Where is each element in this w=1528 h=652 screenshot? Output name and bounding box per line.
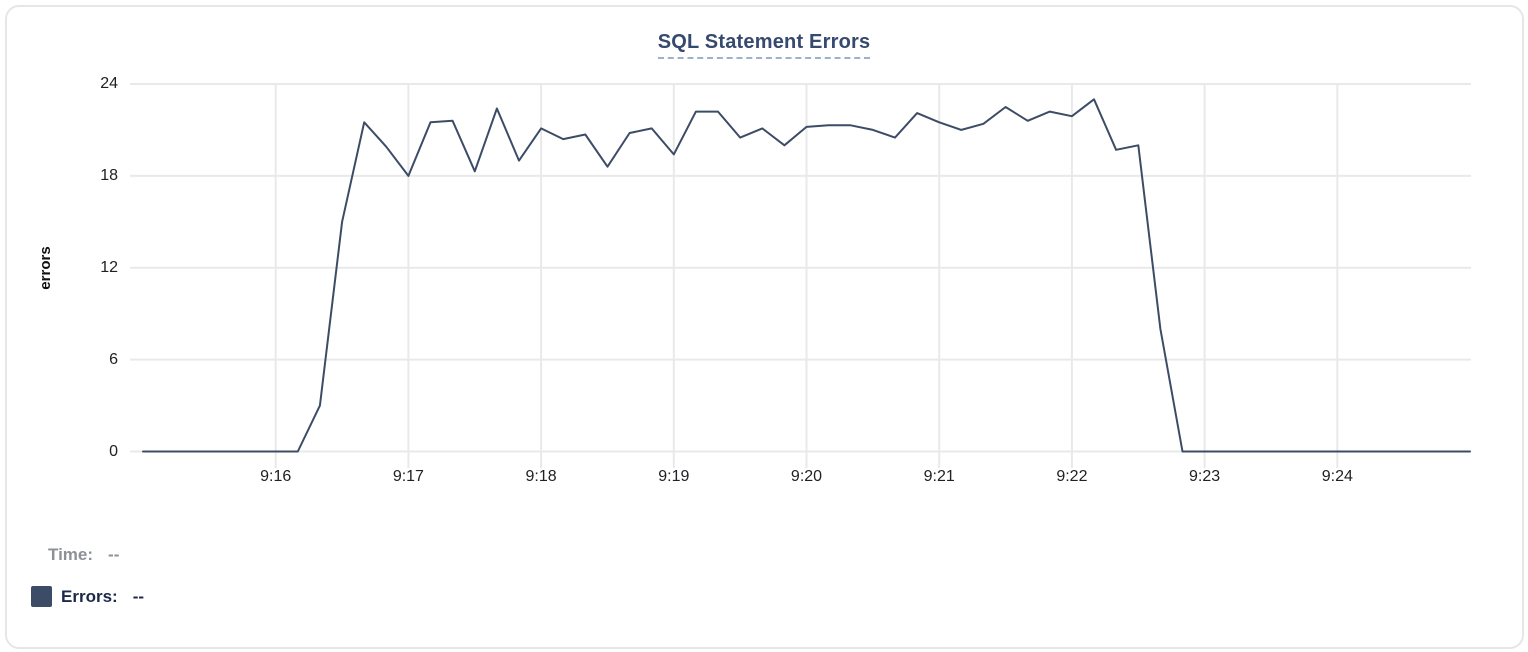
chart-header: SQL Statement Errors	[0, 31, 1528, 59]
y-tick-label: 18	[100, 166, 118, 184]
chart-card	[5, 5, 1524, 649]
x-tick-label: 9:20	[790, 468, 823, 485]
y-axis-title: errors	[37, 246, 54, 290]
x-tick-label: 9:24	[1321, 468, 1353, 485]
x-tick-label: 9:19	[658, 468, 690, 485]
plot-area[interactable]	[0, 0, 1528, 500]
legend-time-value: --	[108, 545, 120, 564]
legend-row-time: Time: --	[48, 545, 119, 565]
y-tick-label: 24	[100, 75, 118, 92]
y-tick-label: 6	[109, 350, 118, 368]
legend-row-errors: Errors: --	[31, 586, 144, 607]
series-line-errors	[142, 98, 1471, 453]
x-tick-label: 9:17	[392, 468, 424, 485]
legend-errors-label: Errors:	[61, 586, 118, 606]
legend-time-label: Time:	[48, 545, 94, 564]
x-tick-label: 9:22	[1056, 468, 1088, 485]
y-tick-label: 12	[100, 258, 118, 276]
chart-title[interactable]: SQL Statement Errors	[657, 31, 871, 59]
legend-errors-value: --	[132, 586, 145, 606]
x-tick-label: 9:16	[260, 468, 292, 485]
y-tick-label: 0	[109, 442, 118, 460]
x-tick-label: 9:18	[525, 468, 557, 485]
x-tick-label: 9:21	[923, 468, 955, 485]
errors-series-swatch	[31, 586, 52, 607]
x-tick-label: 9:23	[1189, 468, 1221, 485]
